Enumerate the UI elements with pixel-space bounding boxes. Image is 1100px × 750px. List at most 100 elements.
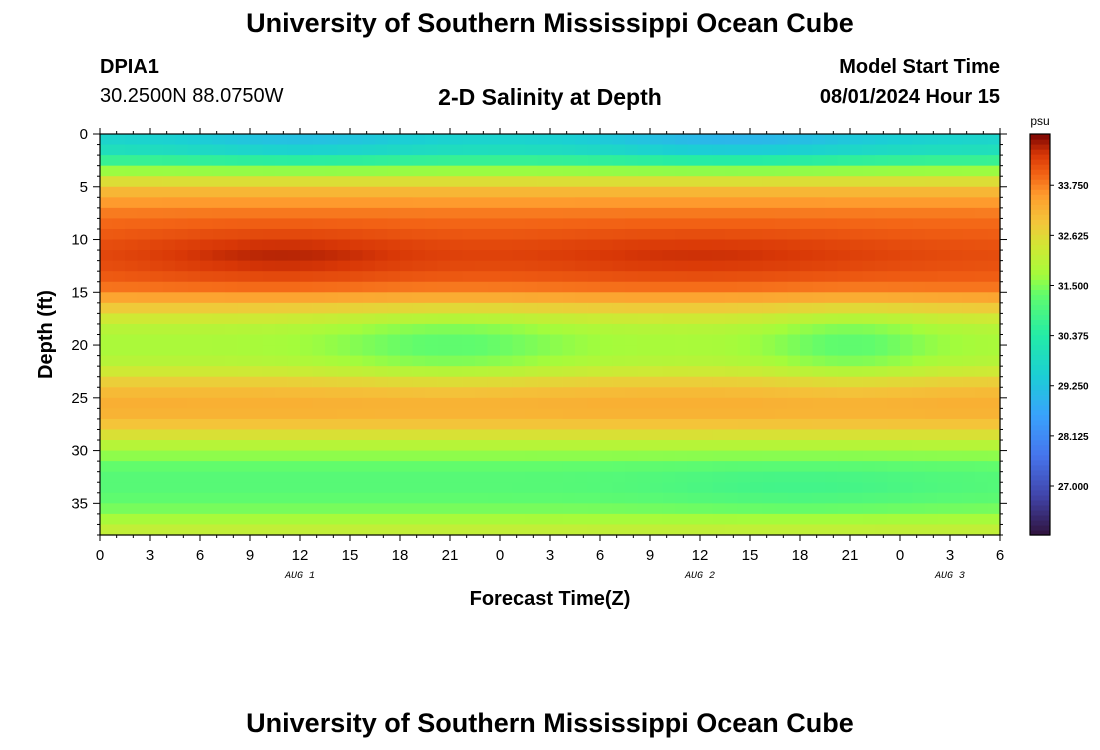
- heatmap-cell: [650, 440, 664, 452]
- heatmap-cell: [975, 429, 989, 441]
- heatmap-cell: [887, 134, 901, 146]
- heatmap-cell: [412, 366, 426, 378]
- heatmap-cell: [525, 334, 539, 346]
- heatmap-cell: [712, 218, 726, 230]
- heatmap-cell: [875, 165, 889, 177]
- heatmap-cell: [162, 355, 176, 367]
- heatmap-cell: [650, 524, 664, 536]
- heatmap-cell: [750, 176, 764, 188]
- heatmap-cell: [537, 144, 551, 156]
- heatmap-cell: [137, 134, 151, 146]
- heatmap-cell: [250, 323, 264, 336]
- heatmap-cell: [300, 450, 314, 462]
- heatmap-cell: [300, 155, 314, 167]
- heatmap-cell: [925, 239, 939, 251]
- heatmap-cell: [825, 450, 839, 462]
- heatmap-cell: [900, 503, 914, 515]
- heatmap-cell: [462, 260, 476, 272]
- heatmap-cell: [487, 387, 501, 399]
- heatmap-cell: [100, 302, 114, 314]
- heatmap-cell: [787, 197, 801, 209]
- heatmap-cell: [962, 197, 976, 209]
- heatmap-cell: [412, 239, 426, 251]
- heatmap-cell: [337, 376, 351, 388]
- heatmap-cell: [250, 281, 264, 293]
- heatmap-cell: [212, 260, 226, 272]
- heatmap-cell: [437, 155, 451, 167]
- heatmap-cell: [137, 355, 151, 367]
- heatmap-cell: [750, 418, 764, 431]
- heatmap-cell: [850, 239, 864, 251]
- heatmap-cell: [175, 250, 189, 262]
- heatmap-cell: [287, 429, 301, 441]
- heatmap-cell: [725, 302, 739, 314]
- heatmap-cell: [537, 429, 551, 441]
- heatmap-cell: [387, 461, 401, 473]
- heatmap-cell: [287, 461, 301, 473]
- heatmap-cell: [162, 134, 176, 146]
- heatmap-cell: [912, 366, 926, 378]
- heatmap-cell: [775, 155, 789, 167]
- heatmap-cell: [675, 186, 689, 198]
- heatmap-cell: [987, 345, 1001, 357]
- heatmap-cell: [725, 281, 739, 293]
- heatmap-cell: [575, 186, 589, 198]
- heatmap-cell: [362, 376, 376, 388]
- heatmap-cell: [637, 218, 651, 230]
- heatmap-cell: [875, 345, 889, 357]
- heatmap-cell: [537, 397, 551, 409]
- heatmap-cell: [987, 450, 1001, 462]
- heatmap-cell: [225, 387, 239, 399]
- heatmap-cell: [712, 450, 726, 462]
- heatmap-cell: [712, 397, 726, 409]
- heatmap-cell: [662, 155, 676, 167]
- heatmap-cell: [262, 271, 276, 283]
- heatmap-cell: [287, 144, 301, 156]
- heatmap-cell: [112, 323, 126, 336]
- heatmap-cell: [675, 345, 689, 357]
- heatmap-cell: [425, 218, 439, 230]
- heatmap-cell: [437, 471, 451, 483]
- heatmap-cell: [925, 165, 939, 177]
- colorbar-tick-label: 33.750: [1058, 181, 1089, 192]
- heatmap-cell: [675, 397, 689, 409]
- heatmap-cell: [637, 271, 651, 283]
- heatmap-cell: [262, 165, 276, 177]
- heatmap-cell: [950, 228, 964, 241]
- heatmap-cell: [937, 355, 951, 367]
- heatmap-cell: [750, 450, 764, 462]
- heatmap-cell: [887, 334, 901, 346]
- heatmap-cell: [287, 345, 301, 357]
- heatmap-cell: [150, 461, 164, 473]
- heatmap-cell: [237, 250, 251, 262]
- heatmap-cell: [975, 250, 989, 262]
- heatmap-cell: [725, 387, 739, 399]
- heatmap-cell: [925, 366, 939, 378]
- heatmap-cell: [975, 376, 989, 388]
- heatmap-cell: [337, 186, 351, 198]
- heatmap-cell: [737, 429, 751, 441]
- heatmap-cell: [975, 482, 989, 494]
- heatmap-cell: [787, 355, 801, 367]
- heatmap-cell: [550, 250, 564, 262]
- heatmap-cell: [250, 228, 264, 241]
- heatmap-cell: [475, 471, 489, 483]
- heatmap-cell: [937, 418, 951, 431]
- heatmap-cell: [275, 292, 289, 304]
- heatmap-cell: [950, 440, 964, 452]
- heatmap-cell: [850, 524, 864, 536]
- heatmap-cell: [325, 313, 339, 325]
- heatmap-cell: [900, 513, 914, 526]
- heatmap-cell: [350, 376, 364, 388]
- heatmap-cell: [562, 281, 576, 293]
- heatmap-cell: [175, 271, 189, 283]
- heatmap-cell: [612, 271, 626, 283]
- heatmap-cell: [962, 492, 976, 504]
- heatmap-cell: [862, 503, 876, 515]
- heatmap-cell: [825, 376, 839, 388]
- heatmap-cell: [750, 292, 764, 304]
- heatmap-cell: [725, 313, 739, 325]
- heatmap-cell: [900, 292, 914, 304]
- heatmap-cell: [250, 503, 264, 515]
- heatmap-cell: [925, 387, 939, 399]
